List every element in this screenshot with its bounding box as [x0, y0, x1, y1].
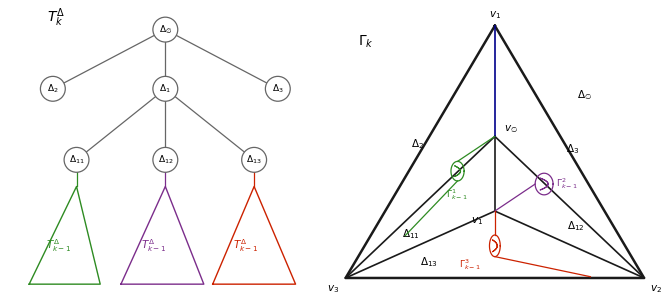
Text: $\Delta_{12}$: $\Delta_{12}$ — [158, 154, 173, 166]
Circle shape — [242, 147, 267, 172]
Text: $\Delta_1$: $\Delta_1$ — [160, 83, 171, 95]
Text: $\Gamma^2_{k-1}$: $\Gamma^2_{k-1}$ — [556, 177, 578, 192]
Text: $\Gamma^1_{k-1}$: $\Gamma^1_{k-1}$ — [446, 186, 468, 202]
Circle shape — [265, 76, 290, 101]
Circle shape — [153, 147, 178, 172]
Circle shape — [41, 76, 65, 101]
Text: $\Delta_\emptyset$: $\Delta_\emptyset$ — [159, 23, 172, 36]
Text: $v_2$: $v_2$ — [650, 283, 662, 295]
Text: $v_1$: $v_1$ — [489, 9, 501, 21]
Text: $\Delta_2$: $\Delta_2$ — [47, 83, 59, 95]
Text: $\Delta_{13}$: $\Delta_{13}$ — [246, 154, 262, 166]
Text: $\Delta_2$: $\Delta_2$ — [411, 137, 424, 151]
Text: $v_1$: $v_1$ — [471, 215, 483, 227]
Text: $T_{k-1}^\Delta$: $T_{k-1}^\Delta$ — [141, 237, 166, 254]
Circle shape — [64, 147, 89, 172]
Text: $\Delta_{11}$: $\Delta_{11}$ — [402, 227, 420, 241]
Text: $T_{k-1}^\Delta$: $T_{k-1}^\Delta$ — [232, 237, 258, 254]
Text: $\Delta_{12}$: $\Delta_{12}$ — [566, 220, 584, 234]
Text: $\Gamma_k$: $\Gamma_k$ — [357, 33, 373, 50]
Text: $v_3$: $v_3$ — [327, 283, 339, 295]
Text: $\Delta_{13}$: $\Delta_{13}$ — [420, 256, 438, 269]
Text: $\Delta_3$: $\Delta_3$ — [566, 142, 579, 156]
Text: $v_\emptyset$: $v_\emptyset$ — [504, 123, 518, 135]
Circle shape — [153, 17, 178, 42]
Circle shape — [153, 76, 178, 101]
Text: $\Gamma^3_{k-1}$: $\Gamma^3_{k-1}$ — [460, 258, 482, 272]
Text: $\Delta_{11}$: $\Delta_{11}$ — [69, 154, 84, 166]
Text: $\Delta_3$: $\Delta_3$ — [272, 83, 284, 95]
Text: $T_{k-1}^\Delta$: $T_{k-1}^\Delta$ — [46, 237, 71, 254]
Text: $\Delta_\emptyset$: $\Delta_\emptyset$ — [577, 88, 592, 102]
Text: $T_k^\Delta$: $T_k^\Delta$ — [47, 6, 65, 28]
